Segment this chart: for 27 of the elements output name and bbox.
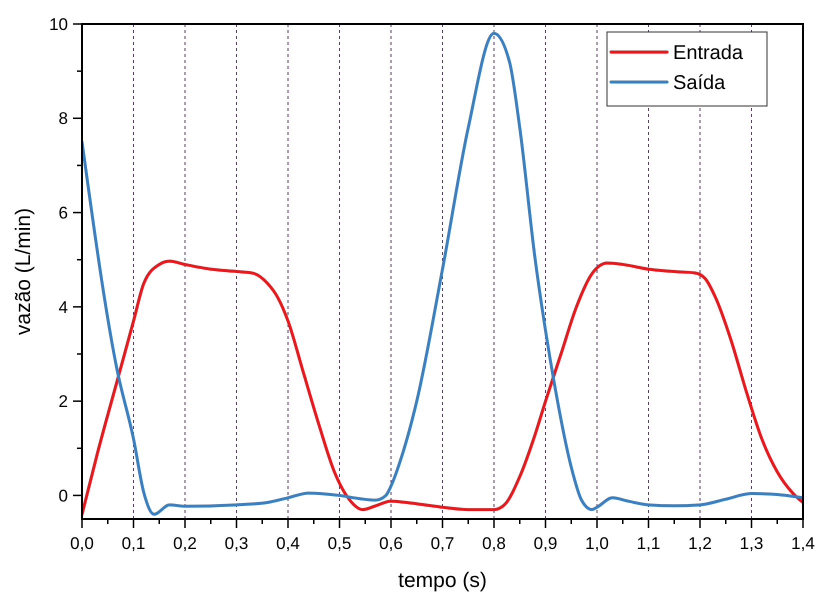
- line-series: [82, 260, 803, 516]
- y-tick-label: 0: [58, 486, 68, 506]
- y-tick-label: 8: [58, 109, 68, 128]
- x-tick-label: 0,6: [379, 534, 403, 553]
- x-tick-label: 0,2: [173, 534, 197, 553]
- y-tick-label: 6: [58, 204, 68, 223]
- x-tick-label: 0,0: [70, 534, 94, 553]
- x-tick-label: 1,1: [636, 534, 660, 553]
- x-tick-label: 0,8: [482, 534, 506, 553]
- legend-label: Saída: [673, 72, 726, 94]
- x-tick-label: 1,3: [740, 534, 764, 553]
- x-tick-label: 0,5: [328, 534, 352, 553]
- legend-label: Entrada: [673, 42, 744, 64]
- y-tick-label: 2: [58, 392, 68, 412]
- x-tick-label: 0,1: [122, 534, 146, 553]
- line-series: [82, 32, 803, 516]
- x-tick-label: 0,3: [224, 534, 248, 553]
- x-tick-label: 0,7: [430, 534, 454, 553]
- x-tick-label: 0,4: [276, 534, 300, 553]
- x-tick-label: 1,0: [585, 534, 609, 553]
- x-tick-label: 1,4: [791, 534, 815, 553]
- x-tick-label: 0,9: [534, 534, 558, 553]
- x-axis-title: tempo (s): [398, 569, 487, 592]
- y-axis-title: vazão (L/min): [12, 208, 35, 336]
- y-tick-label: 4: [58, 298, 68, 317]
- y-tick-label: 10: [49, 14, 68, 34]
- x-tick-label: 1,2: [688, 534, 712, 553]
